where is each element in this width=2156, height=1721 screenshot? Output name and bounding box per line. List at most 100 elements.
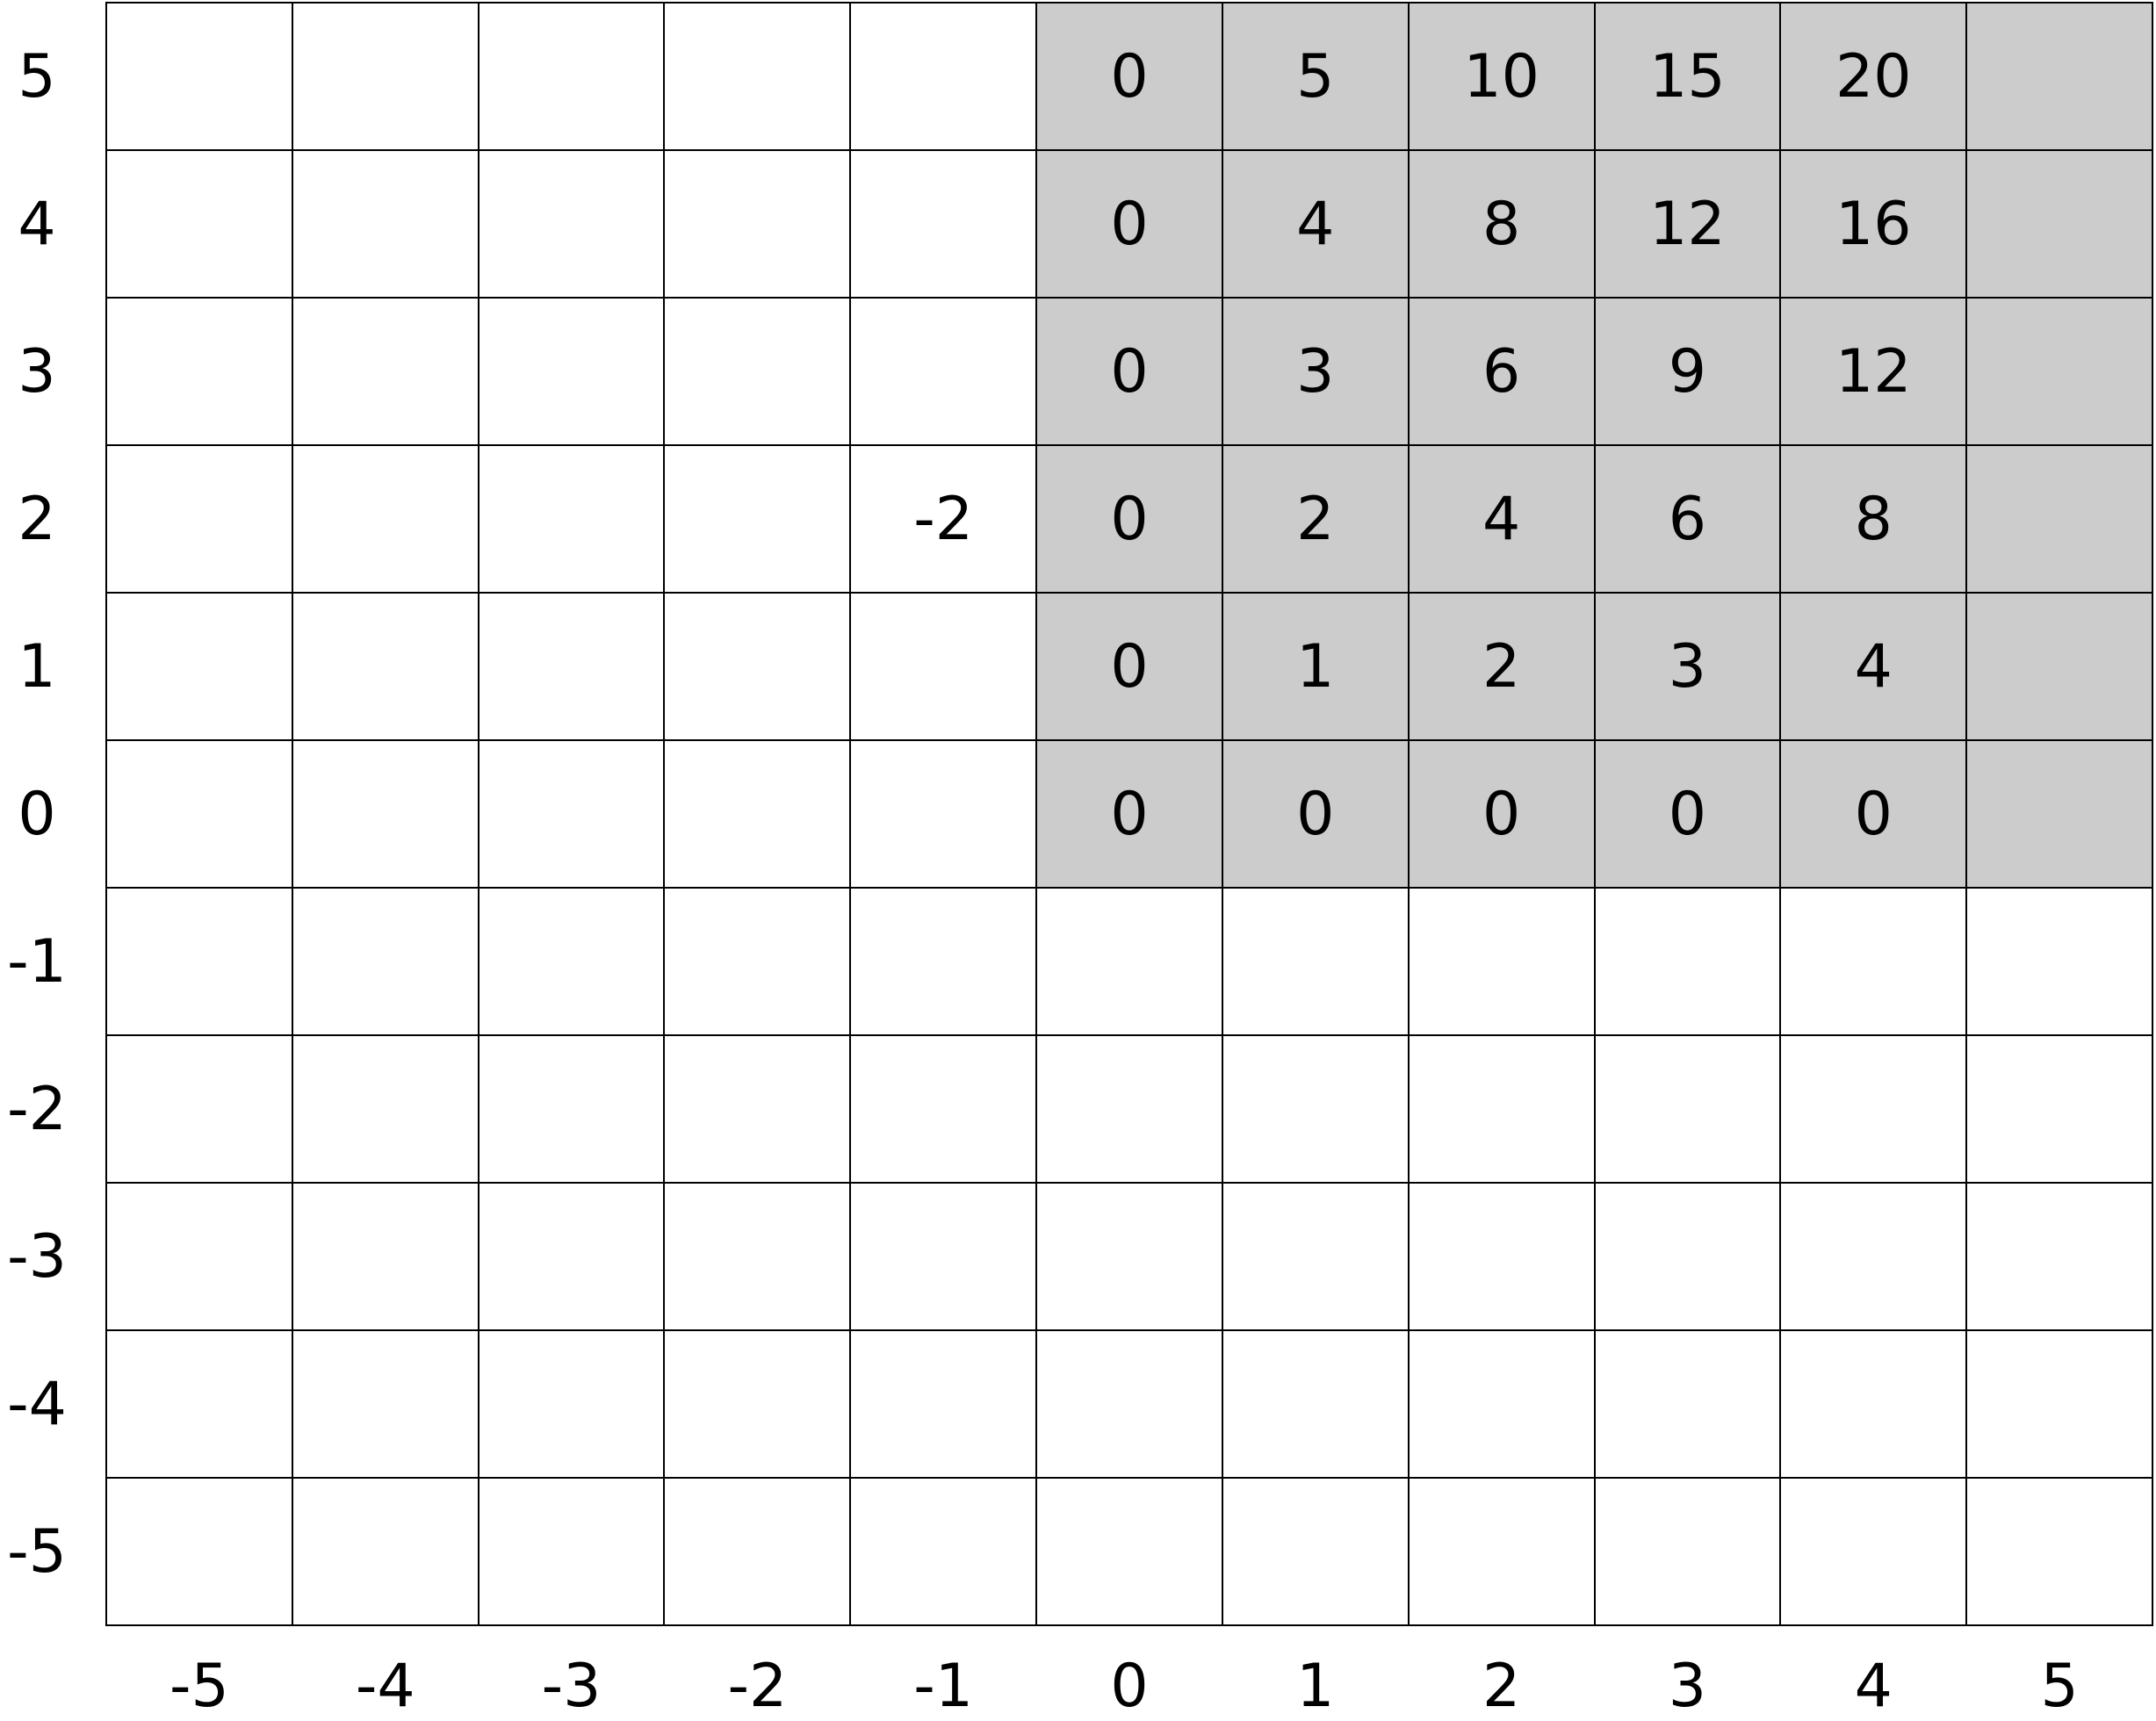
grid-cell bbox=[1221, 887, 1410, 1036]
grid-cell: 2 bbox=[1221, 444, 1410, 594]
grid-cell bbox=[291, 592, 480, 741]
cell-value: 4 bbox=[1854, 631, 1893, 702]
grid-cell bbox=[291, 1329, 480, 1479]
grid-cell bbox=[1965, 739, 2153, 889]
cell-value: -2 bbox=[913, 484, 974, 554]
grid-cell bbox=[1965, 1477, 2153, 1626]
grid-cell bbox=[477, 592, 666, 741]
grid-cell bbox=[1965, 1034, 2153, 1184]
grid-cell bbox=[1965, 1329, 2153, 1479]
grid-cell bbox=[477, 1477, 666, 1626]
grid-cell: 6 bbox=[1593, 444, 1782, 594]
grid-cell: 12 bbox=[1593, 149, 1782, 299]
cell-value: 12 bbox=[1835, 336, 1912, 407]
grid-cell bbox=[1965, 592, 2153, 741]
grid-cell: 8 bbox=[1407, 149, 1596, 299]
grid-cell bbox=[849, 1477, 1038, 1626]
grid-cell: -2 bbox=[849, 444, 1038, 594]
cell-value: 8 bbox=[1854, 484, 1893, 554]
grid-cell bbox=[291, 887, 480, 1036]
grid-cell: 9 bbox=[1593, 297, 1782, 446]
y-axis-label: -4 bbox=[7, 1369, 67, 1439]
grid-cell bbox=[1221, 1034, 1410, 1184]
grid-cell bbox=[477, 1329, 666, 1479]
x-axis-label: 0 bbox=[1110, 1651, 1149, 1721]
grid-cell bbox=[477, 1034, 666, 1184]
cell-value: 10 bbox=[1463, 41, 1539, 112]
grid-cell: 0 bbox=[1593, 739, 1782, 889]
grid-cell: 0 bbox=[1035, 739, 1223, 889]
grid-cell bbox=[1221, 1329, 1410, 1479]
grid-cell bbox=[849, 297, 1038, 446]
y-axis-label: 4 bbox=[18, 189, 56, 259]
grid-cell bbox=[105, 297, 293, 446]
cell-value: 6 bbox=[1482, 336, 1521, 407]
x-axis-label: 4 bbox=[1854, 1651, 1893, 1721]
y-axis-label: -1 bbox=[7, 926, 67, 997]
grid-cell bbox=[477, 149, 666, 299]
grid-cell bbox=[291, 1182, 480, 1331]
x-axis-label: -1 bbox=[913, 1651, 974, 1721]
x-axis-label: 3 bbox=[1668, 1651, 1707, 1721]
grid-cell bbox=[1779, 1182, 1968, 1331]
grid-cell bbox=[1035, 1329, 1223, 1479]
cell-value: 2 bbox=[1482, 631, 1521, 702]
grid-cell: 15 bbox=[1593, 2, 1782, 151]
x-axis-label: -3 bbox=[541, 1651, 602, 1721]
grid-cell bbox=[1965, 149, 2153, 299]
cell-value: 16 bbox=[1835, 189, 1912, 259]
grid-cell bbox=[105, 2, 293, 151]
grid-cell bbox=[849, 1034, 1038, 1184]
grid-cell bbox=[663, 444, 852, 594]
grid-cell bbox=[477, 739, 666, 889]
grid-cell bbox=[663, 2, 852, 151]
grid-cell bbox=[1965, 444, 2153, 594]
grid-cell bbox=[1779, 887, 1968, 1036]
grid-cell bbox=[1221, 1182, 1410, 1331]
grid-cell bbox=[291, 1034, 480, 1184]
y-axis-label: -3 bbox=[7, 1221, 67, 1292]
cell-value: 0 bbox=[1110, 336, 1149, 407]
cell-value: 4 bbox=[1296, 189, 1335, 259]
grid-cell bbox=[105, 1329, 293, 1479]
grid-cell: 2 bbox=[1407, 592, 1596, 741]
cell-value: 3 bbox=[1296, 336, 1335, 407]
cell-value: 4 bbox=[1482, 484, 1521, 554]
cell-value: 0 bbox=[1668, 779, 1707, 849]
grid-cell bbox=[849, 1182, 1038, 1331]
x-axis-label: -2 bbox=[727, 1651, 788, 1721]
grid-cell bbox=[105, 592, 293, 741]
cell-value: 2 bbox=[1296, 484, 1335, 554]
grid-cell bbox=[291, 2, 480, 151]
grid-cell: 0 bbox=[1035, 444, 1223, 594]
grid-cell bbox=[1965, 2, 2153, 151]
cell-value: 0 bbox=[1110, 631, 1149, 702]
grid-cell bbox=[663, 592, 852, 741]
cell-value: 0 bbox=[1482, 779, 1521, 849]
grid-cell: 1 bbox=[1221, 592, 1410, 741]
grid-cell bbox=[849, 1329, 1038, 1479]
cell-value: 0 bbox=[1296, 779, 1335, 849]
cell-value: 0 bbox=[1110, 41, 1149, 112]
grid-cell bbox=[1407, 1182, 1596, 1331]
grid-cell bbox=[1035, 1477, 1223, 1626]
grid-cell bbox=[477, 297, 666, 446]
y-axis-label: -2 bbox=[7, 1074, 67, 1144]
grid-cell bbox=[1035, 1182, 1223, 1331]
cell-value: 6 bbox=[1668, 484, 1707, 554]
grid-cell: 12 bbox=[1779, 297, 1968, 446]
grid-cell bbox=[849, 887, 1038, 1036]
y-axis-label: 5 bbox=[18, 41, 56, 112]
grid-cell: 4 bbox=[1407, 444, 1596, 594]
grid-cell bbox=[105, 887, 293, 1036]
grid-cell bbox=[663, 149, 852, 299]
x-axis-label: 1 bbox=[1296, 1651, 1335, 1721]
grid-cell bbox=[663, 887, 852, 1036]
grid-cell bbox=[663, 739, 852, 889]
y-axis-label: 1 bbox=[18, 631, 56, 702]
grid-cell: 5 bbox=[1221, 2, 1410, 151]
cell-value: 0 bbox=[1110, 779, 1149, 849]
grid-cell bbox=[1593, 1329, 1782, 1479]
grid-cell bbox=[291, 297, 480, 446]
grid-cell bbox=[663, 297, 852, 446]
